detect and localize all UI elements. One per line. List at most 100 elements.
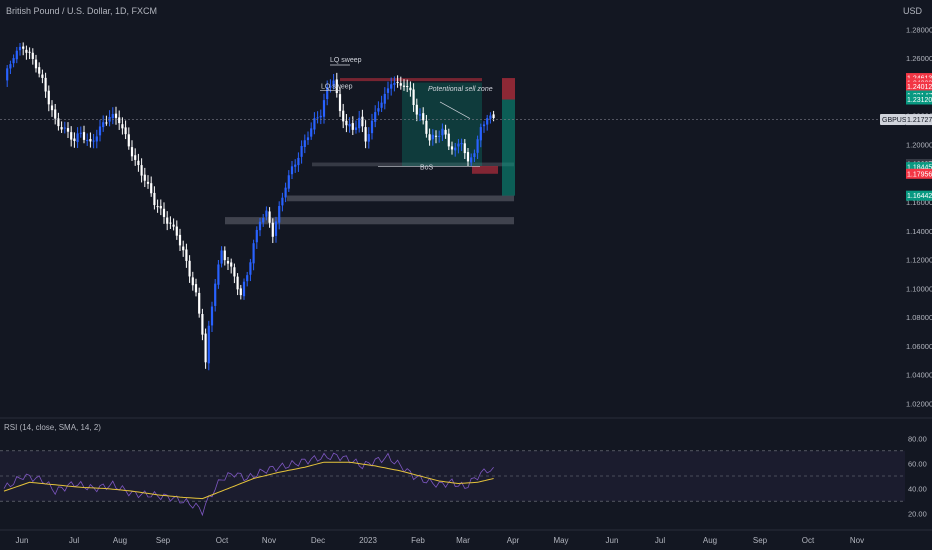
candle-body: [338, 94, 342, 112]
candle-body: [345, 120, 348, 126]
candle-body: [316, 117, 319, 119]
candle-body: [38, 67, 41, 74]
time-tick-label: May: [553, 536, 568, 545]
candle-body: [63, 127, 66, 129]
candle-body: [34, 59, 38, 69]
candle-body: [255, 229, 258, 243]
candle-body: [489, 115, 492, 119]
time-tick-label: Jul: [69, 536, 79, 545]
candle-body: [460, 143, 463, 145]
price-tag-bg: [906, 94, 932, 105]
candle-body: [114, 113, 118, 118]
price-tag: 1.24012: [907, 84, 932, 91]
candle-body: [12, 58, 15, 64]
candle-body: [486, 118, 489, 125]
candle-body: [57, 118, 60, 127]
current-price-tag-bg: [906, 114, 932, 126]
price-tag: 1.16442: [907, 193, 932, 200]
candle-body: [130, 147, 134, 157]
candle-body: [15, 50, 18, 60]
price-tag-bg: [906, 168, 932, 179]
candle-body: [370, 120, 374, 134]
candle-body: [425, 120, 428, 134]
price-tick-label: 1.02000: [906, 399, 932, 408]
candle-body: [9, 64, 12, 69]
candle-body: [242, 281, 246, 297]
candle-body: [70, 132, 73, 140]
candle-body: [380, 102, 383, 108]
candle-body: [300, 146, 303, 157]
candle-body: [319, 115, 322, 118]
candle-body: [342, 110, 345, 122]
time-tick-label: Aug: [703, 536, 717, 545]
candle-body: [82, 132, 86, 140]
candle-body: [252, 243, 255, 264]
candle-body: [162, 208, 166, 217]
candlestick-series: [6, 42, 495, 371]
price-tick-label: 1.14000: [906, 227, 932, 236]
candle-body: [313, 118, 316, 130]
time-tick-label: Nov: [850, 536, 864, 545]
candle-body: [220, 250, 223, 264]
time-tick-label: Mar: [456, 536, 470, 545]
supply-demand-zones: [225, 78, 515, 225]
candle-body: [463, 143, 466, 154]
demand-zone-upper: [287, 195, 514, 202]
candle-body: [86, 139, 89, 142]
price-tick-label: 1.16000: [906, 198, 932, 207]
candle-body: [374, 112, 377, 122]
candle-body: [150, 183, 153, 194]
short-stop-box: [502, 78, 515, 100]
candle-body: [207, 325, 210, 364]
candle-body: [169, 222, 172, 224]
candle-body: [246, 275, 249, 282]
candle-body: [290, 166, 294, 175]
short-target-box: [502, 99, 515, 196]
time-tick-label: Feb: [411, 536, 425, 545]
candle-body: [25, 49, 28, 53]
candle-body: [50, 105, 54, 111]
time-tick-label: 2023: [359, 536, 377, 545]
symbol-title: British Pound / U.S. Dollar, 1D, FXCM: [6, 6, 158, 16]
price-tag: 1.23120: [907, 97, 932, 104]
candle-body: [66, 128, 70, 132]
candle-body: [134, 155, 137, 160]
candle-body: [482, 124, 486, 127]
price-tag: 1.18445: [907, 165, 932, 172]
candle-body: [239, 288, 242, 296]
price-tick-label: 1.26000: [906, 54, 932, 63]
candle-body: [140, 165, 143, 176]
time-tick-label: Dec: [311, 536, 325, 545]
candle-body: [364, 127, 367, 142]
candle-body: [326, 86, 329, 100]
time-tick-label: Oct: [802, 536, 815, 545]
candle-body: [124, 127, 127, 135]
time-tick-label: Nov: [262, 536, 276, 545]
time-tick-label: Jul: [655, 536, 665, 545]
candle-body: [105, 122, 108, 124]
candle-body: [351, 123, 354, 130]
candle-body: [447, 133, 450, 147]
candle-body: [73, 138, 76, 142]
candle-body: [118, 117, 121, 124]
candle-body: [450, 146, 454, 150]
price-tick-label: 1.06000: [906, 342, 932, 351]
rsi-pane: 80.00 60.00 40.00 20.00: [0, 434, 927, 519]
price-tick-label: 1.20000: [906, 140, 932, 149]
candle-body: [249, 262, 252, 275]
risk-box-low: [472, 166, 498, 174]
candle-body: [111, 114, 114, 119]
candle-body: [166, 217, 169, 224]
rsi-tick-label: 40.00: [908, 485, 927, 494]
candle-body: [278, 206, 281, 223]
candle-body: [210, 306, 214, 326]
lq-sweep-label-2: LQ sweep: [321, 83, 353, 90]
candle-body: [358, 117, 361, 129]
sell-zone-label: Potentional sell zone: [428, 86, 493, 93]
candle-body: [79, 132, 82, 134]
candle-body: [335, 79, 338, 94]
candle-body: [348, 124, 351, 127]
trendline: [439, 101, 471, 119]
candle-body: [223, 250, 226, 261]
